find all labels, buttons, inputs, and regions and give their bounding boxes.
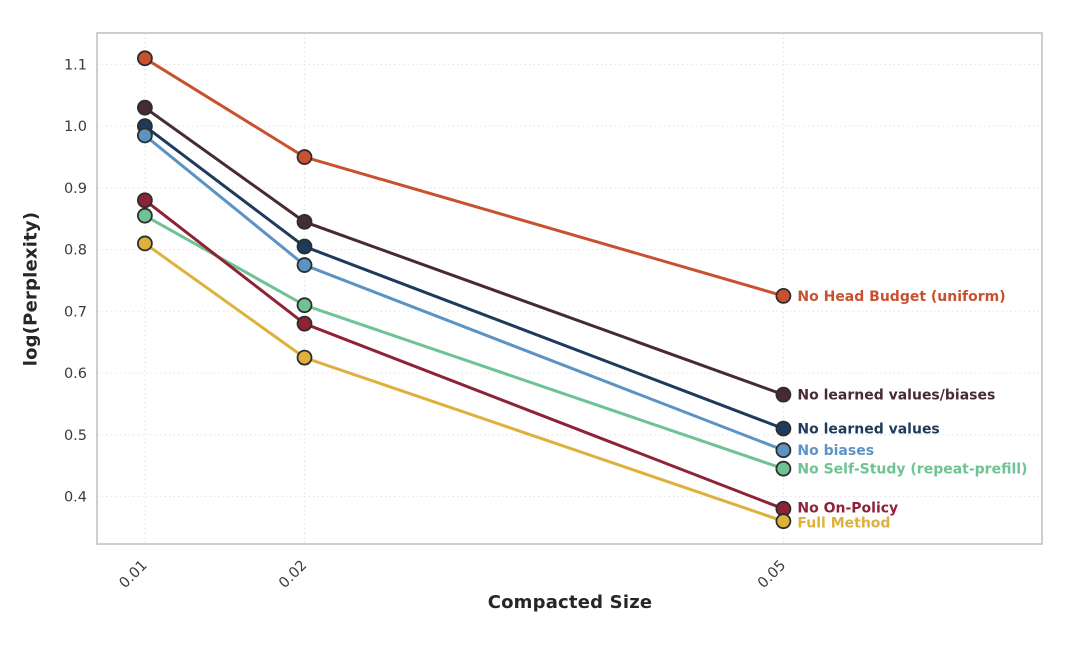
y-tick-label: 1.0 bbox=[64, 119, 87, 135]
data-point-no-learned-values-biases bbox=[296, 213, 313, 230]
series-label-no-head-budget-uniform: No Head Budget (uniform) bbox=[797, 289, 1005, 305]
y-tick-label: 0.7 bbox=[64, 304, 87, 320]
data-point-full-method bbox=[136, 235, 153, 252]
data-point-full-method bbox=[296, 349, 313, 366]
data-point-no-self-study-repeat-prefill bbox=[775, 460, 792, 477]
y-tick-label: 0.4 bbox=[64, 489, 87, 505]
x-tick-label: 0.02 bbox=[276, 558, 310, 592]
x-tick-label: 0.05 bbox=[755, 558, 789, 592]
series-label-no-learned-values-biases: No learned values/biases bbox=[797, 388, 995, 404]
plot-border bbox=[96, 32, 1043, 545]
data-point-no-head-budget-uniform bbox=[296, 149, 313, 165]
y-tick-label: 0.8 bbox=[64, 243, 87, 259]
data-point-no-learned-values bbox=[296, 238, 313, 255]
data-point-full-method bbox=[775, 513, 792, 530]
series-line-no-biases bbox=[143, 133, 785, 452]
data-point-no-self-study-repeat-prefill bbox=[296, 297, 313, 314]
series-line-full-method bbox=[143, 241, 785, 523]
data-point-no-head-budget-uniform bbox=[136, 50, 153, 67]
y-tick-label: 0.9 bbox=[64, 181, 87, 197]
x-axis-title: Compacted Size bbox=[487, 592, 653, 613]
data-point-no-self-study-repeat-prefill bbox=[136, 207, 153, 224]
series-line-no-self-study-repeat-prefill bbox=[143, 214, 785, 471]
data-point-no-learned-values-biases bbox=[136, 99, 153, 116]
data-point-no-head-budget-uniform bbox=[775, 288, 792, 304]
data-point-no-on-policy bbox=[136, 192, 153, 209]
series-label-no-on-policy: No On-Policy bbox=[797, 500, 898, 516]
series-line-no-learned-values bbox=[143, 124, 785, 431]
y-axis-title: log(Perplexity) bbox=[20, 211, 42, 367]
y-tick-label: 0.6 bbox=[64, 366, 87, 382]
data-point-no-learned-values bbox=[775, 420, 792, 437]
y-tick-label: 0.5 bbox=[64, 428, 87, 444]
data-point-no-learned-values-biases bbox=[775, 386, 792, 403]
y-tick-label: 1.1 bbox=[64, 57, 87, 73]
series-label-no-learned-values: No learned values bbox=[797, 422, 939, 438]
series-line-no-learned-values-biases bbox=[143, 106, 785, 397]
series-label-no-biases: No biases bbox=[797, 443, 874, 459]
data-point-no-biases bbox=[775, 442, 792, 459]
data-point-no-on-policy bbox=[296, 315, 313, 332]
series-label-no-self-study-repeat-prefill: No Self-Study (repeat-prefill) bbox=[797, 462, 1027, 478]
series-line-no-on-policy bbox=[143, 198, 785, 511]
data-point-no-biases bbox=[296, 257, 313, 273]
x-tick-label: 0.01 bbox=[117, 558, 151, 592]
data-point-no-biases bbox=[136, 127, 153, 144]
series-label-full-method: Full Method bbox=[797, 515, 890, 531]
